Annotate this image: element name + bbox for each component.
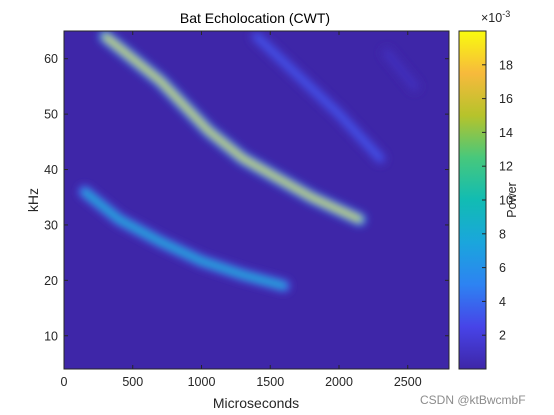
x-tick-label: 1500 — [256, 375, 284, 389]
heatmap-features — [77, 31, 422, 293]
x-tick-label: 2500 — [394, 375, 422, 389]
colorbar-exponent-value: -3 — [502, 9, 510, 19]
y-axis: 10 20 30 40 50 60 — [44, 52, 449, 343]
colorbar-tick-label: 8 — [499, 227, 506, 241]
colorbar-tick-label: 4 — [499, 295, 506, 309]
x-axis: 0 500 1000 1500 2000 2500 — [61, 31, 422, 389]
chart-title: Bat Echolocation (CWT) — [180, 10, 330, 26]
colorbar-tick-label: 12 — [499, 160, 513, 174]
colorbar-tick-label: 16 — [499, 92, 513, 106]
x-tick-label: 1000 — [188, 375, 216, 389]
y-tick-label: 30 — [44, 218, 58, 232]
y-axis-label: kHz — [25, 188, 41, 212]
watermark: CSDN @ktBwcmbF — [420, 393, 526, 407]
colorbar-label: Power — [505, 182, 519, 217]
plot-area — [63, 30, 450, 370]
x-tick-label: 500 — [122, 375, 143, 389]
y-tick-label: 50 — [44, 108, 58, 122]
heatmap-ridge-2-level-4 — [255, 35, 382, 160]
y-tick-label: 40 — [44, 163, 58, 177]
x-tick-label: 2000 — [325, 375, 353, 389]
heatmap-background — [64, 31, 449, 369]
colorbar-tick-label: 2 — [499, 329, 506, 343]
y-tick-label: 20 — [44, 274, 58, 288]
y-tick-label: 60 — [44, 52, 58, 66]
colorbar-exponent: ×10-3 — [481, 9, 510, 25]
heatmap-ridge-3-level-4 — [385, 51, 416, 88]
plot-border — [63, 30, 450, 370]
y-tick-label: 10 — [44, 329, 58, 343]
colorbar-exponent-base: ×10 — [481, 11, 502, 25]
colorbar-tick-label: 6 — [499, 261, 506, 275]
colorbar-ticks: 2 4 6 8 10 12 14 16 18 — [482, 58, 513, 343]
heatmap-ridge-1-level-4 — [104, 35, 361, 221]
x-axis-label: Microseconds — [213, 395, 299, 411]
heatmap-ridge-0-level-4 — [83, 190, 286, 288]
colorbar-tick-label: 14 — [499, 126, 513, 140]
colorbar-tick-label: 18 — [499, 58, 513, 72]
colorbar: 2 4 6 8 10 12 14 16 18 ×10-3 Power — [458, 9, 519, 370]
colorbar-gradient — [458, 30, 487, 370]
colorbar-tick-label: 10 — [499, 194, 513, 208]
x-tick-label: 0 — [61, 375, 68, 389]
